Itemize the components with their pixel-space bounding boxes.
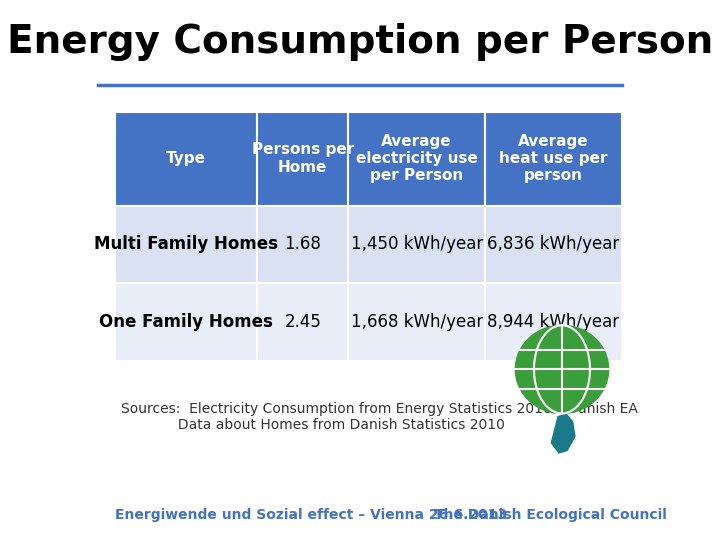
FancyBboxPatch shape — [115, 112, 257, 206]
Text: 6,836 kWh/year: 6,836 kWh/year — [487, 235, 619, 253]
Text: Multi Family Homes: Multi Family Homes — [94, 235, 278, 253]
FancyBboxPatch shape — [485, 206, 622, 284]
FancyBboxPatch shape — [115, 206, 257, 284]
Text: 1,668 kWh/year: 1,668 kWh/year — [351, 313, 483, 332]
FancyBboxPatch shape — [348, 206, 485, 284]
Text: One Family Homes: One Family Homes — [99, 313, 273, 332]
Text: The Danish Ecological Council: The Danish Ecological Council — [434, 509, 667, 523]
FancyBboxPatch shape — [485, 284, 622, 361]
Text: Average
heat use per
person: Average heat use per person — [499, 133, 608, 184]
FancyBboxPatch shape — [485, 112, 622, 206]
Text: 1,450 kWh/year: 1,450 kWh/year — [351, 235, 483, 253]
FancyBboxPatch shape — [348, 112, 485, 206]
FancyBboxPatch shape — [257, 284, 348, 361]
Text: Sources:  Electricity Consumption from Energy Statistics 2010 – Danish EA
      : Sources: Electricity Consumption from En… — [121, 402, 638, 432]
Text: 2.45: 2.45 — [284, 313, 321, 332]
Circle shape — [516, 325, 608, 414]
Text: Energy Consumption per Person: Energy Consumption per Person — [7, 23, 713, 61]
Text: Average
electricity use
per Person: Average electricity use per Person — [356, 133, 477, 184]
FancyBboxPatch shape — [257, 112, 348, 206]
Text: Persons per
Home: Persons per Home — [251, 143, 354, 175]
FancyBboxPatch shape — [257, 206, 348, 284]
FancyBboxPatch shape — [348, 284, 485, 361]
Text: 8,944 kWh/year: 8,944 kWh/year — [487, 313, 619, 332]
FancyBboxPatch shape — [115, 284, 257, 361]
Text: 1.68: 1.68 — [284, 235, 321, 253]
Text: Energiwende und Sozial effect – Vienna 26.6.2013: Energiwende und Sozial effect – Vienna 2… — [115, 509, 508, 523]
Text: Type: Type — [166, 151, 206, 166]
Polygon shape — [551, 414, 576, 454]
